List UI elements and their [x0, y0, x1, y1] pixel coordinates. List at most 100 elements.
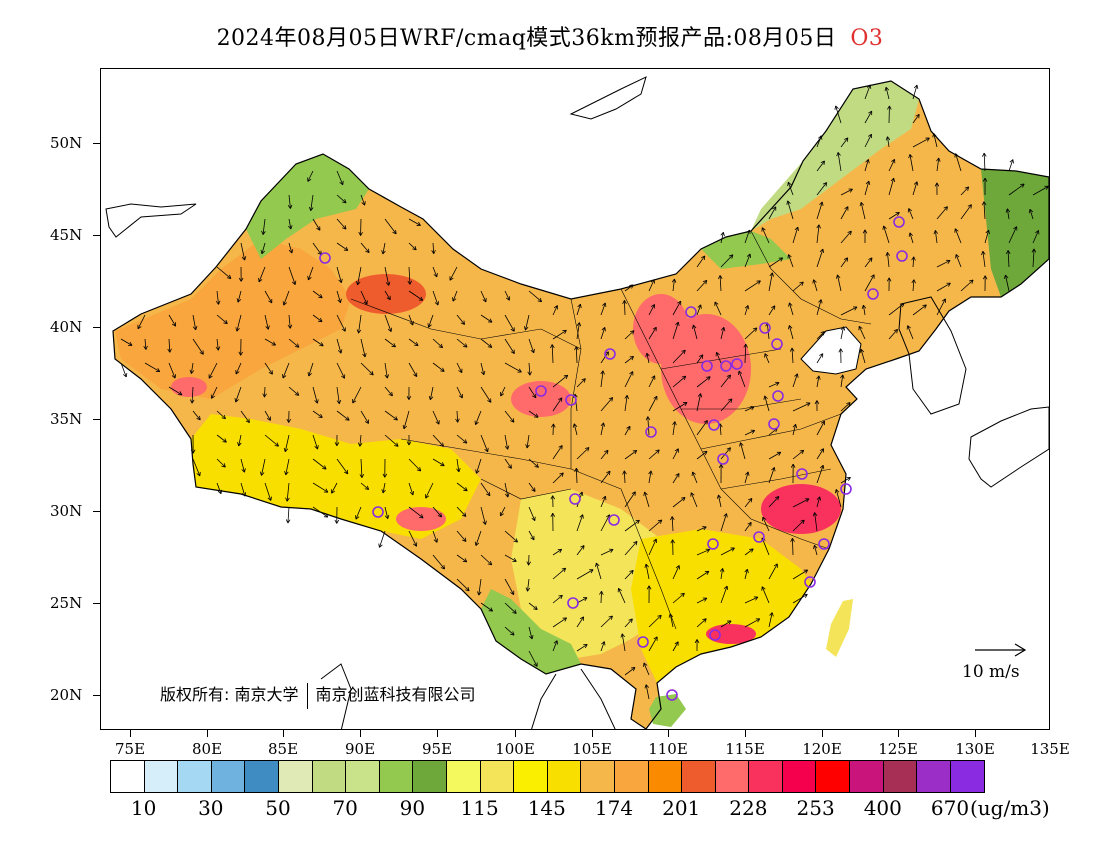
wind-arrow [840, 206, 849, 220]
wind-arrow [189, 386, 195, 404]
wind-arrow [552, 567, 567, 580]
station-marker [567, 597, 579, 609]
wind-arrow [600, 370, 605, 388]
wind-arrow [622, 300, 627, 316]
hainan [649, 694, 686, 727]
wind-arrow [858, 325, 866, 340]
wind-arrow [672, 375, 687, 388]
wind-arrow [312, 386, 319, 404]
copyright-org-nju: 南京大学 [234, 685, 299, 704]
wind-arrow [234, 386, 242, 403]
station-marker [569, 493, 581, 505]
lat-tick [93, 695, 100, 696]
wind-arrow [834, 489, 842, 508]
wind-arrow [504, 314, 515, 332]
wind-arrow [814, 400, 820, 412]
wind-arrow [456, 458, 461, 473]
lon-label-120e: 120E [802, 740, 842, 758]
wind-arrow [504, 578, 515, 595]
wind-arrow [189, 362, 195, 374]
colorbar-swatch [446, 761, 481, 792]
wind-arrow [525, 434, 530, 449]
wind-arrow [235, 362, 242, 375]
wind-vector-field [120, 84, 1049, 700]
wind-arrow [382, 458, 388, 478]
wind-arrow [768, 206, 777, 220]
wind-arrow [216, 266, 232, 279]
wind-arrow [216, 314, 228, 325]
wind-arrow [720, 513, 728, 532]
wind-arrow [744, 305, 750, 316]
wind-arrow [744, 471, 750, 484]
wind-arrow [840, 306, 858, 316]
wind-arrow [792, 519, 805, 532]
wind-arrow [526, 554, 531, 566]
wind-arrow [696, 420, 708, 436]
wind-arrow [572, 423, 578, 436]
wind-arrow [864, 274, 875, 292]
wind-arrow [528, 530, 535, 541]
station-marker [840, 483, 852, 495]
korea-outline [898, 296, 967, 415]
wind-arrow [307, 266, 314, 281]
wind-arrow [475, 458, 482, 474]
wind-arrow [480, 506, 487, 525]
wind-arrow [624, 618, 633, 628]
wind-arrow [576, 616, 585, 628]
wind-arrow [768, 496, 780, 508]
wind-arrow [574, 467, 579, 484]
wind-arrow [528, 410, 539, 418]
taiwan [826, 599, 853, 657]
colorbar-swatch [547, 761, 582, 792]
wind-arrow [408, 530, 418, 547]
wind-arrow [427, 314, 434, 328]
tarim-zone [115, 239, 351, 399]
wind-arrow [137, 314, 146, 330]
wind-arrow [888, 177, 896, 196]
wind-arrow [406, 386, 412, 400]
wind-arrow [936, 157, 941, 172]
wind-arrow [694, 639, 700, 652]
wind-arrow [552, 548, 563, 556]
wind-arrow [859, 202, 866, 220]
wind-arrow [552, 374, 569, 388]
wind-arrow [907, 208, 914, 220]
wind-arrow [762, 516, 770, 532]
wind-arrow [528, 386, 537, 399]
station-marker [717, 453, 729, 465]
wind-arrow [456, 386, 463, 399]
wind-arrow [308, 194, 314, 211]
wind-arrow [456, 578, 470, 592]
station-marker [707, 538, 719, 550]
wind-arrow [816, 331, 825, 340]
wind-arrow [432, 266, 438, 278]
wind-arrow [504, 530, 518, 543]
wind-arrow [768, 305, 776, 316]
wind-arrow [884, 86, 890, 100]
station-marker [685, 306, 697, 318]
wind-arrow [743, 343, 748, 364]
wind-arrow [768, 381, 780, 388]
tibet-yellow [191, 414, 481, 539]
colorbar-swatch [715, 761, 750, 792]
lon-tick [437, 730, 438, 737]
wind-arrow [696, 376, 711, 388]
wind-arrow [528, 482, 536, 492]
wind-arrow [238, 338, 244, 356]
colorbar-swatch [816, 761, 851, 792]
wind-arrow [981, 201, 987, 220]
wind-arrow [576, 545, 585, 556]
wind-arrow [428, 386, 434, 401]
wind-arrow [408, 218, 421, 226]
wind-arrow [192, 410, 201, 421]
wind-arrow [648, 636, 658, 652]
lon-tick [283, 730, 284, 737]
colorbar-label: 70 [332, 796, 358, 820]
wind-arrow [384, 338, 396, 348]
wind-arrow [192, 314, 198, 331]
wind-arrow [954, 153, 962, 172]
wind-arrow [474, 530, 482, 546]
wind-arrow [954, 228, 962, 244]
wind-arrow [834, 105, 842, 124]
wind-arrow [838, 348, 844, 364]
